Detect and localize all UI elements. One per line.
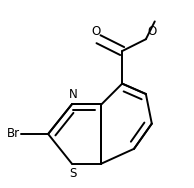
Text: O: O [147, 25, 157, 38]
Text: Br: Br [7, 127, 20, 140]
Text: O: O [91, 25, 100, 38]
Text: N: N [69, 88, 78, 101]
Text: S: S [70, 167, 77, 180]
